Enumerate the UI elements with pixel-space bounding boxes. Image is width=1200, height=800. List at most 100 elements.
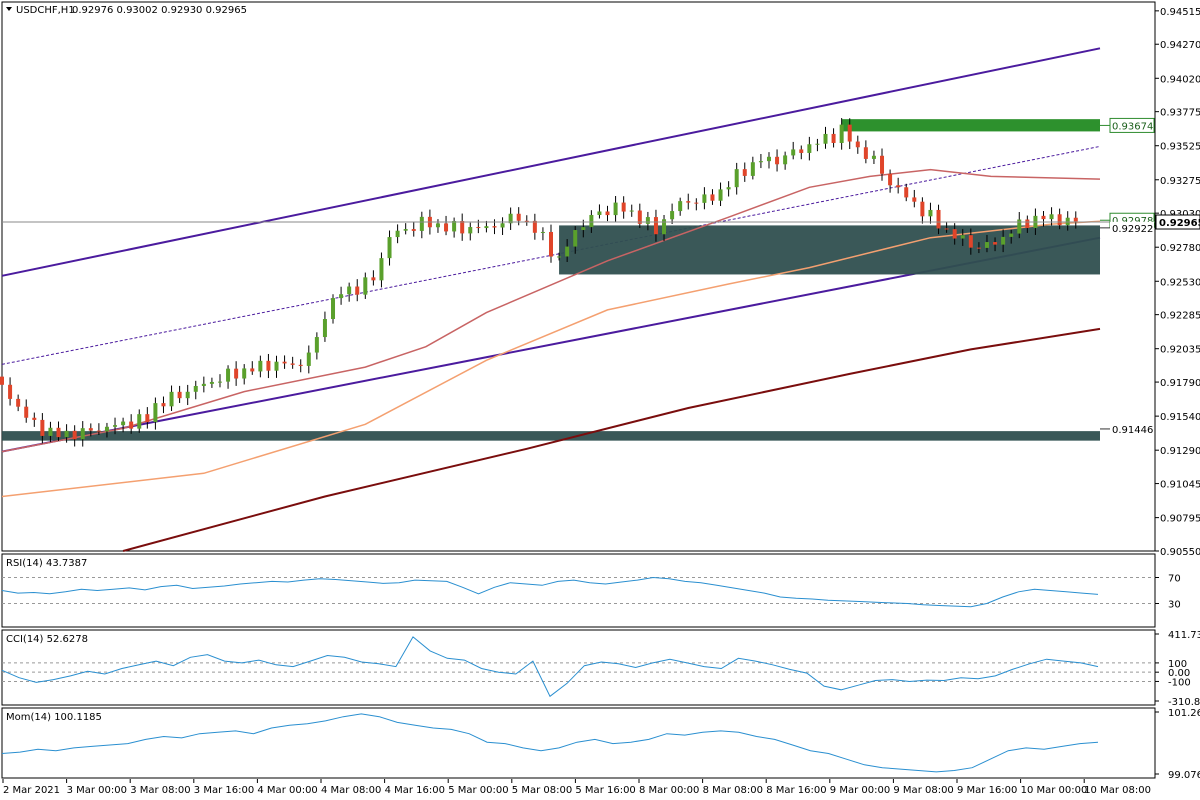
candle-body xyxy=(621,202,626,212)
price-axis-label: 0.91045 xyxy=(1160,480,1200,491)
candle-body xyxy=(815,143,820,145)
time-axis-label: 8 Mar 16:00 xyxy=(766,785,826,796)
time-axis-label: 8 Mar 08:00 xyxy=(703,785,763,796)
candle-body xyxy=(871,155,876,159)
time-axis-label: 3 Mar 08:00 xyxy=(130,785,190,796)
candle-body xyxy=(403,229,408,231)
candle-body xyxy=(1065,217,1070,226)
candle-body xyxy=(452,221,457,232)
candle-body xyxy=(662,219,667,235)
candle-body xyxy=(540,231,545,233)
candle-body xyxy=(847,124,852,142)
candle-body xyxy=(371,277,376,281)
candle-body xyxy=(952,229,957,239)
candle-body xyxy=(468,227,473,234)
candle-body xyxy=(645,217,650,224)
candle-body xyxy=(1057,214,1062,226)
candle-body xyxy=(234,368,239,379)
candle-body xyxy=(24,406,29,418)
candle-body xyxy=(960,235,965,239)
rsi-line xyxy=(1,576,1099,608)
candle-body xyxy=(258,360,263,372)
candle-body xyxy=(791,149,796,156)
candle-body xyxy=(113,425,118,427)
candle-body xyxy=(226,368,231,382)
candle-body xyxy=(686,201,691,203)
time-axis-label: 10 Mar 08:00 xyxy=(1084,785,1151,796)
candle-body xyxy=(169,391,174,407)
time-axis-label: 9 Mar 16:00 xyxy=(957,785,1017,796)
candle-body xyxy=(516,213,521,221)
candle-body xyxy=(72,430,77,440)
candle-body xyxy=(726,187,731,190)
chevron-down-icon[interactable] xyxy=(6,7,12,11)
price-axis-label: 0.90550 xyxy=(1160,547,1200,558)
candle-body xyxy=(347,286,352,295)
level-label: 0.91446 xyxy=(1112,425,1153,436)
candle-body xyxy=(653,217,658,235)
candle-body xyxy=(888,173,893,186)
level-label: 0.92978 xyxy=(1112,216,1153,227)
price-axis-label: 0.94020 xyxy=(1160,74,1200,85)
candle-body xyxy=(863,147,868,159)
level-box xyxy=(1109,117,1155,133)
support-zone xyxy=(2,431,1100,441)
candle-body xyxy=(484,226,489,229)
level-label: 0.92922 xyxy=(1112,224,1153,235)
main-pane-frame xyxy=(1,1,1156,552)
candle-body xyxy=(758,161,763,163)
candle-body xyxy=(936,209,941,229)
candle-body xyxy=(444,223,449,232)
candle-body xyxy=(710,194,715,201)
candle-body xyxy=(702,194,707,203)
candle-body xyxy=(274,361,279,371)
candle-body xyxy=(573,230,578,247)
candle-body xyxy=(355,286,360,295)
candle-body xyxy=(201,383,206,386)
rsi-title: RSI(14) 43.7387 xyxy=(6,558,87,569)
candle-body xyxy=(823,133,828,144)
level-label: 0.93674 xyxy=(1112,121,1153,132)
candle-body xyxy=(524,220,529,222)
candle-body xyxy=(48,427,53,436)
time-axis-label: 8 Mar 00:00 xyxy=(639,785,699,796)
candle-body xyxy=(799,149,804,153)
candle-body xyxy=(64,430,69,438)
candle-body xyxy=(605,211,610,216)
candle-body xyxy=(217,381,222,383)
rsi-axis-label: 70 xyxy=(1168,574,1181,585)
price-axis-label: 0.93275 xyxy=(1160,176,1200,187)
candle-body xyxy=(597,211,602,215)
price-axis-label: 0.92285 xyxy=(1160,311,1200,322)
candle-body xyxy=(500,223,505,228)
candle-body xyxy=(734,169,739,188)
candle-body xyxy=(121,421,126,426)
candle-body xyxy=(944,228,949,230)
channel-upper-line xyxy=(1,47,1101,277)
candle-body xyxy=(0,376,4,385)
candle-body xyxy=(766,156,771,162)
ma-fast-line xyxy=(1,168,1101,453)
time-axis-label: 9 Mar 08:00 xyxy=(893,785,953,796)
candle-body xyxy=(1017,219,1022,234)
candle-body xyxy=(339,294,344,299)
candle-body xyxy=(637,210,642,224)
time-axis-label: 2 Mar 2021 xyxy=(3,785,60,796)
candle-body xyxy=(363,277,368,295)
candle-body xyxy=(549,231,553,257)
candle-body xyxy=(298,364,303,366)
cci-axis-label: 100 xyxy=(1168,659,1187,670)
candle-body xyxy=(476,227,481,229)
candle-body xyxy=(912,197,917,202)
candle-body xyxy=(8,384,13,399)
candle-body xyxy=(613,202,618,216)
candle-body xyxy=(387,237,392,259)
candle-body xyxy=(322,319,327,338)
mom-axis-label: 101.266 xyxy=(1168,708,1200,719)
candle-body xyxy=(565,246,570,257)
candle-body xyxy=(557,256,562,258)
candle-body xyxy=(984,242,989,248)
candle-body xyxy=(129,421,134,429)
